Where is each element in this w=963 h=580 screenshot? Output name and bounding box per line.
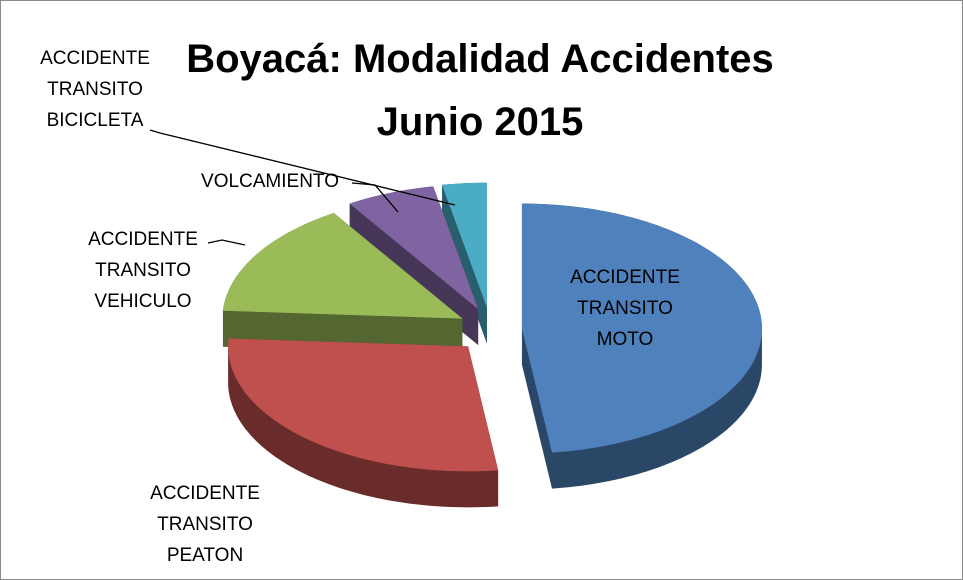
slice — [222, 213, 463, 319]
slice-label: ACCIDENTE TRANSITO BICICLETA — [40, 48, 150, 131]
slice — [349, 186, 479, 310]
leader-line — [351, 182, 399, 213]
leader-line — [149, 129, 456, 206]
slice-label: ACCIDENTE TRANSITO MOTO — [570, 267, 680, 350]
slice-label: ACCIDENTE TRANSITO VEHICULO — [88, 229, 198, 312]
slice-label: VOLCAMIENTO — [201, 171, 339, 192]
slice-label: ACCIDENTE TRANSITO PEATON — [150, 483, 260, 566]
chart-title: Boyacá: Modalidad Accidentes Junio 2015 — [186, 37, 774, 144]
slice — [442, 182, 487, 308]
slice — [228, 338, 499, 472]
slice — [521, 203, 762, 453]
leader-line — [207, 239, 246, 246]
pie — [222, 182, 762, 508]
